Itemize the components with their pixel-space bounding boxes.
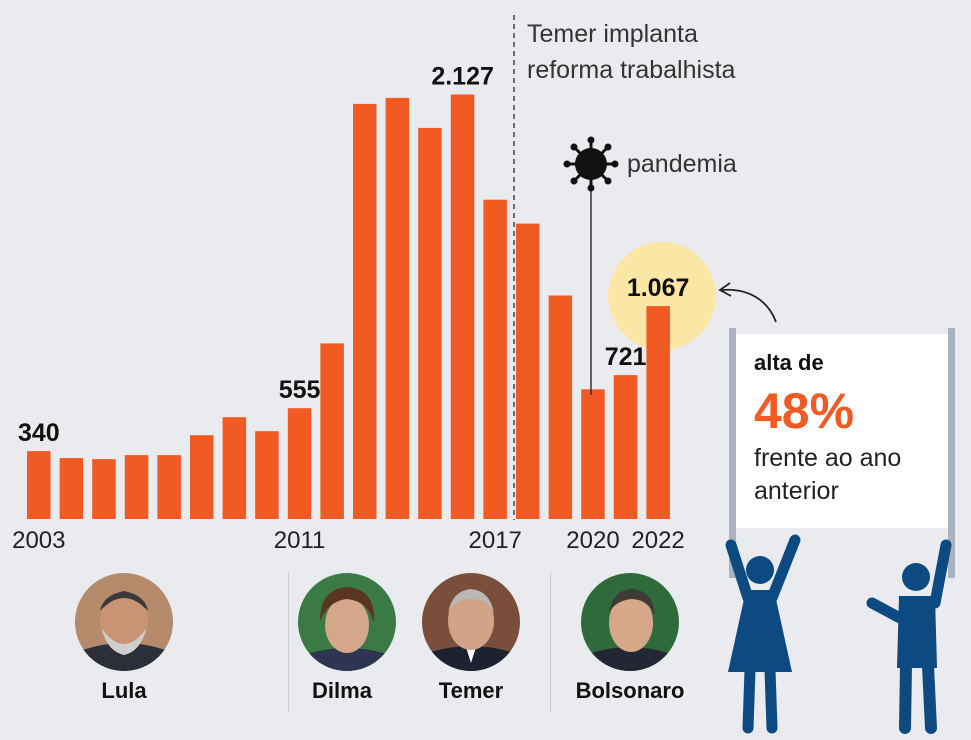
x-tick-2003: 2003 [12,527,65,554]
value-label-2011: 555 [279,376,321,404]
bar-2013 [353,103,377,520]
arrow-head [718,282,732,297]
bar-2008 [190,435,214,519]
divider-temer-bolsonaro [550,572,551,712]
bar-2017 [483,199,507,519]
value-label-2021: 721 [605,343,647,371]
value-label-2022: 1.067 [627,274,690,302]
highlight-circle [608,242,716,350]
bar-2010 [255,431,279,519]
bar-2007 [157,455,181,519]
woman-figure-icon [725,534,801,734]
x-tick-2022: 2022 [631,527,684,554]
bar-2003 [27,451,51,519]
banner-pole-right [948,328,955,578]
name-dilma: Dilma [312,678,372,703]
dilma-portrait [298,573,396,671]
reform-annotation-line-1: Temer implanta [527,20,698,48]
bar-2014 [385,97,410,520]
bar-2012 [320,343,344,519]
bars [27,94,670,520]
bar-2020 [581,389,605,519]
increase-banner: alta de 48% frente ao ano anterior [736,334,948,528]
banner-line-1: alta de [754,350,824,375]
bar-2005 [92,459,116,519]
divider-lula-dilma [288,572,289,712]
x-tick-2020: 2020 [566,527,619,554]
banner-percentage: 48% [754,383,855,439]
banner-pole-left [729,328,736,578]
value-label-2003: 340 [18,419,60,447]
lula-portrait [75,573,173,671]
bar-2011 [287,408,312,519]
bar-2015 [418,127,442,520]
arrow-to-label [721,288,777,323]
value-label-2016: 2.127 [431,63,494,91]
bar-2022 [646,306,670,519]
bolsonaro-portrait [581,573,679,671]
x-tick-2017: 2017 [469,527,522,554]
bar-2019 [548,295,573,519]
x-tick-labels: 2003 2011 2017 2020 2022 [12,527,685,554]
reform-annotation-line-2: reforma trabalhista [527,56,736,84]
value-labels: 340 555 2.127 721 1.067 [18,63,689,448]
bar-2016 [450,94,475,519]
name-bolsonaro: Bolsonaro [575,678,685,703]
name-lula: Lula [101,678,147,703]
bar-2021 [613,375,638,519]
banner-line-3: frente ao ano anterior [754,444,902,505]
x-tick-2011: 2011 [274,527,326,554]
bar-2004 [59,458,84,519]
bar-2009 [222,417,247,519]
man-figure-icon [866,539,952,734]
bar-2018 [516,223,540,519]
name-temer: Temer [438,678,504,703]
bar-2006 [124,455,149,519]
pandemic-annotation: pandemia [627,150,737,178]
temer-portrait [422,573,520,671]
virus-icon [563,136,619,192]
